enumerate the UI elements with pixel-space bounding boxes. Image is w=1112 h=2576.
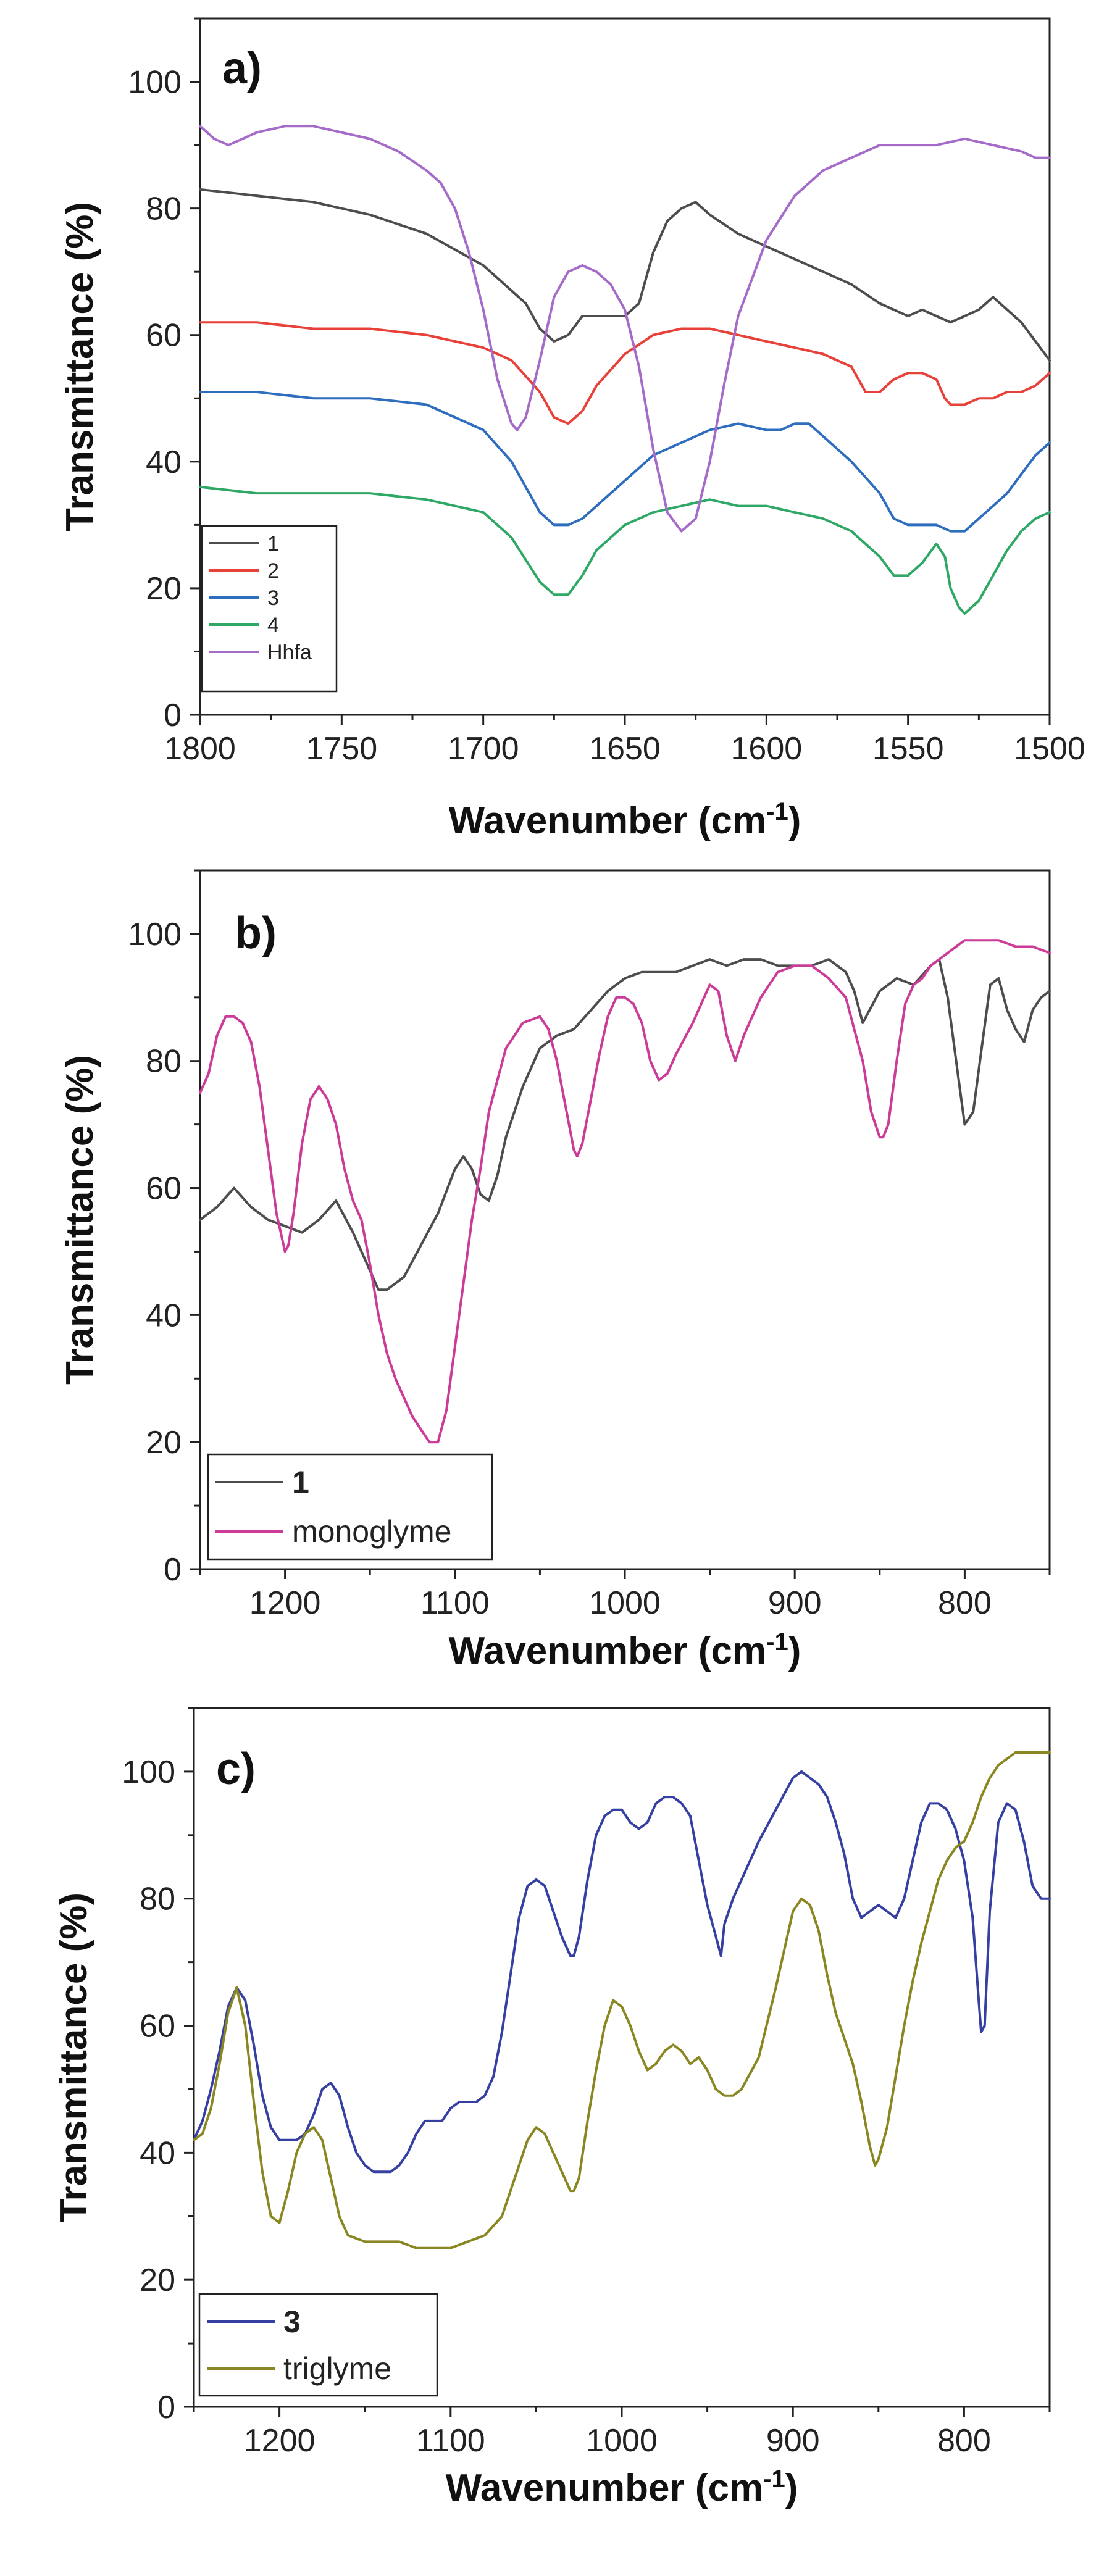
legend: 1 2 3 4 Hhfa xyxy=(201,525,338,693)
y-tick-label: 0 xyxy=(157,2390,175,2425)
legend: 1 monoglyme xyxy=(207,1453,493,1561)
y-tick-label: 80 xyxy=(140,1882,175,1917)
legend-label: 1 xyxy=(267,532,279,556)
series-line-1 xyxy=(199,188,1051,362)
y-tick-label: 0 xyxy=(164,1552,182,1588)
x-tick-label: 900 xyxy=(766,2423,820,2459)
y-tick-label: 0 xyxy=(164,698,182,733)
y-tick-label: 40 xyxy=(146,444,182,480)
y-tick-label: 20 xyxy=(146,571,182,607)
series-line-1 xyxy=(199,958,1051,1291)
series-line-hhfa xyxy=(199,125,1051,533)
legend-box xyxy=(198,2293,438,2397)
legend-label: 3 xyxy=(267,586,279,610)
legend-label: 4 xyxy=(267,614,279,637)
x-tick-label: 800 xyxy=(937,2423,991,2459)
y-tick-label: 100 xyxy=(128,65,182,101)
x-tick-label: 1000 xyxy=(589,1585,661,1621)
x-tick-label: 1200 xyxy=(244,2423,316,2459)
legend-label: 1 xyxy=(292,1465,309,1499)
x-axis-title: Wavenumber (cm-1) xyxy=(449,1628,801,1672)
y-tick-label: 20 xyxy=(146,1425,182,1461)
y-axis-title: Transmittance (%) xyxy=(59,1055,101,1385)
series-line-monoglyme xyxy=(199,939,1051,1444)
y-tick-label: 60 xyxy=(146,318,182,354)
legend-box xyxy=(201,525,338,693)
y-tick-label: 100 xyxy=(128,917,182,952)
panel-label: c) xyxy=(216,1744,256,1794)
y-tick-label: 20 xyxy=(140,2262,175,2298)
x-tick-label: 1000 xyxy=(586,2423,658,2459)
x-tick-label: 900 xyxy=(768,1585,822,1621)
y-tick-label: 60 xyxy=(146,1171,182,1207)
panel-label: b) xyxy=(235,909,277,958)
x-tick-label: 800 xyxy=(938,1585,992,1621)
y-axis-title: Transmittance (%) xyxy=(59,202,101,531)
x-tick-label: 1550 xyxy=(872,731,944,767)
x-tick-label: 1650 xyxy=(589,731,661,767)
x-tick-label: 1600 xyxy=(730,731,802,767)
x-tick-label: 1100 xyxy=(416,2423,485,2459)
y-tick-label: 80 xyxy=(146,1044,182,1080)
x-tick-label: 1200 xyxy=(249,1585,321,1621)
chart-panel-1: 1800 1750 1700 1650 1600 1550 1500 0 20 40 60 80 100… xyxy=(59,17,1085,842)
x-axis-title: Wavenumber (cm-1) xyxy=(449,798,801,842)
legend-label: 2 xyxy=(267,559,279,583)
x-tick-label: 1750 xyxy=(306,731,377,767)
y-tick-label: 60 xyxy=(140,2009,175,2045)
x-tick-label: 1100 xyxy=(420,1585,490,1621)
y-axis-title: Transmittance (%) xyxy=(52,1893,95,2222)
legend-label: monoglyme xyxy=(292,1514,451,1549)
legend-label: Hhfa xyxy=(267,641,312,664)
y-tick-label: 100 xyxy=(122,1754,175,1790)
chart-panel-3: 1200 1100 1000 900 800 0 20 40 60 80 100 c) Wavenumb… xyxy=(52,1707,1051,2509)
x-tick-label: 1500 xyxy=(1014,731,1085,767)
legend: 3 triglyme xyxy=(198,2293,438,2397)
y-tick-label: 40 xyxy=(146,1298,182,1333)
y-tick-label: 40 xyxy=(140,2135,175,2171)
series-line-4 xyxy=(199,485,1051,615)
series-line-3 xyxy=(193,1770,1051,2174)
x-axis-title: Wavenumber (cm-1) xyxy=(446,2466,798,2509)
legend-label: triglyme xyxy=(283,2351,391,2386)
series-line-triglyme xyxy=(193,1751,1051,2249)
y-tick-label: 80 xyxy=(146,191,182,227)
legend-box xyxy=(207,1453,493,1561)
x-tick-label: 1700 xyxy=(448,731,519,767)
panel-label: a) xyxy=(222,44,262,93)
legend-label: 3 xyxy=(283,2304,301,2339)
x-tick-label: 1800 xyxy=(164,731,236,767)
chart-panel-2: 1200 1100 1000 900 800 0 20 40 60 80 100 b) Wavenumb… xyxy=(59,869,1051,1672)
series-line-3 xyxy=(199,391,1051,533)
series-line-2 xyxy=(199,321,1051,425)
